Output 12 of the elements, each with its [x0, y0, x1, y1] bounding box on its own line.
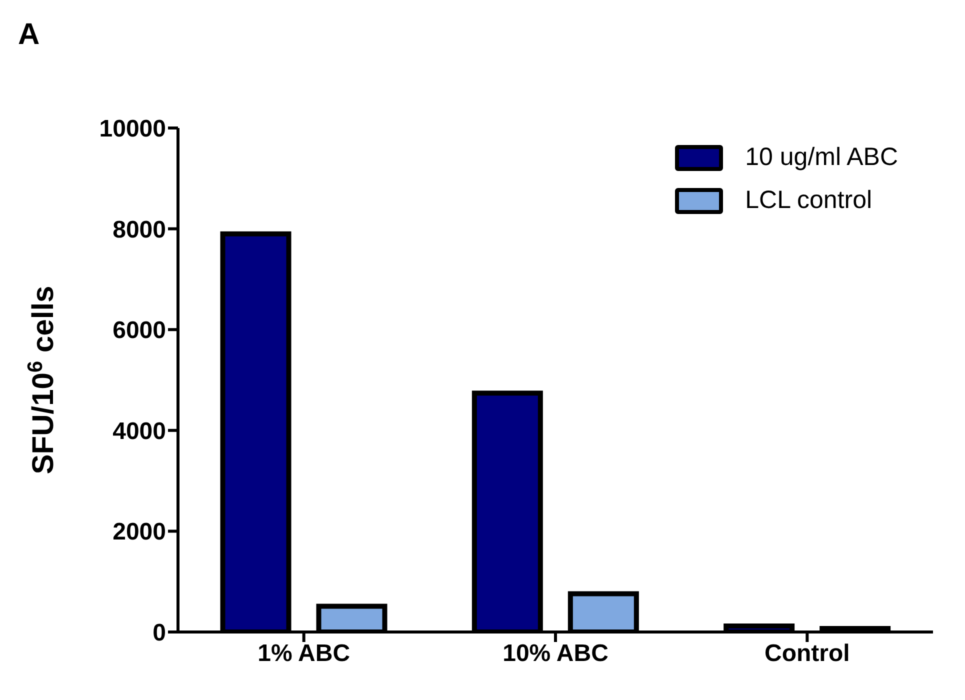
x-tick-label: Control [764, 640, 850, 668]
y-tick-label: 0 [152, 620, 166, 647]
text: A [18, 18, 40, 52]
y-tick-label: 10000 [99, 116, 166, 143]
y-tick-label: 8000 [112, 216, 166, 244]
legend-label: LCL control [745, 186, 872, 215]
x-tick-label: 10% ABC [502, 640, 608, 668]
legend-label: 10 ug/ml ABC [745, 143, 898, 172]
y-tick-label: 4000 [112, 418, 166, 445]
x-tick-label: 1% ABC [258, 640, 350, 668]
y-tick-label: 6000 [112, 317, 166, 344]
y-tick-label: 2000 [112, 518, 166, 546]
